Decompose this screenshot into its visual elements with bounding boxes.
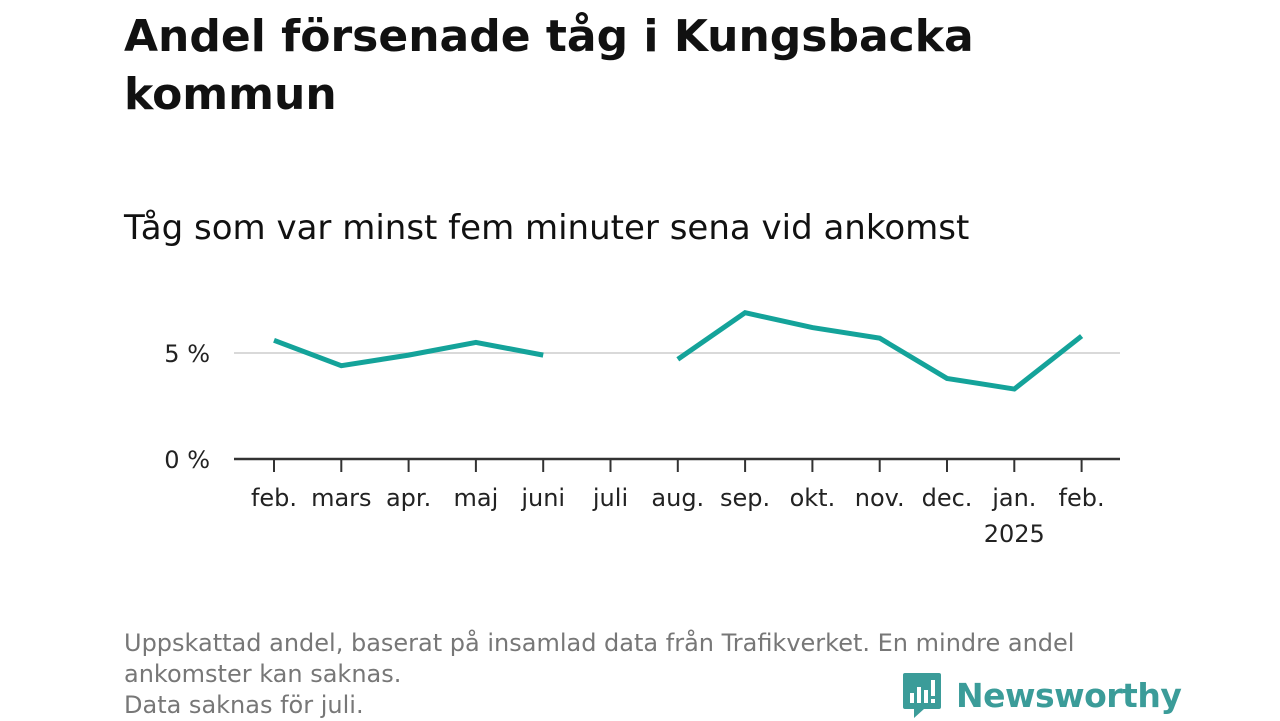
y-tick-label: 5 %	[164, 340, 210, 368]
footnote: Uppskattad andel, baserat på insamlad da…	[124, 628, 1164, 721]
x-tick-label: jan.	[991, 484, 1036, 512]
y-tick-label: 0 %	[164, 446, 210, 474]
x-tick-label: sep.	[720, 484, 770, 512]
x-tick-label: feb.	[1059, 484, 1105, 512]
chart-subtitle: Tåg som var minst fem minuter sena vid a…	[124, 208, 970, 248]
axis-layer	[234, 457, 1120, 472]
x-tick-label: aug.	[651, 484, 704, 512]
x-tick-label: nov.	[855, 484, 905, 512]
x-tick-sublabel: 2025	[984, 520, 1045, 548]
x-tick-label: feb.	[251, 484, 297, 512]
brand-logo: Newsworthy	[902, 670, 1182, 720]
series-line	[273, 337, 544, 369]
footnote-line: ankomster kan saknas.	[124, 660, 402, 688]
x-tick-label: juli	[592, 484, 628, 512]
series-line	[676, 310, 1084, 392]
x-tick-label: okt.	[790, 484, 836, 512]
x-tick-label: apr.	[386, 484, 431, 512]
footnote-line: Uppskattad andel, baserat på insamlad da…	[124, 629, 1075, 657]
label-layer: 0 % 5 % feb. mars apr. maj juni juli aug. sep. okt…	[164, 340, 1104, 548]
x-tick-label: juni	[520, 484, 565, 512]
line-chart: 0 % 5 % feb. mars apr. maj juni juli aug. sep. okt…	[164, 310, 1120, 548]
x-tick-label: mars	[311, 484, 371, 512]
x-tick-label: maj	[454, 484, 499, 512]
chart-title: Andel försenade tåg i Kungsbacka kommun	[124, 11, 974, 120]
newsworthy-logo-icon	[903, 673, 941, 718]
brand-name: Newsworthy	[956, 675, 1182, 715]
series-layer	[273, 310, 1084, 392]
x-tick-label: dec.	[922, 484, 973, 512]
footnote-line: Data saknas för juli.	[124, 691, 364, 719]
